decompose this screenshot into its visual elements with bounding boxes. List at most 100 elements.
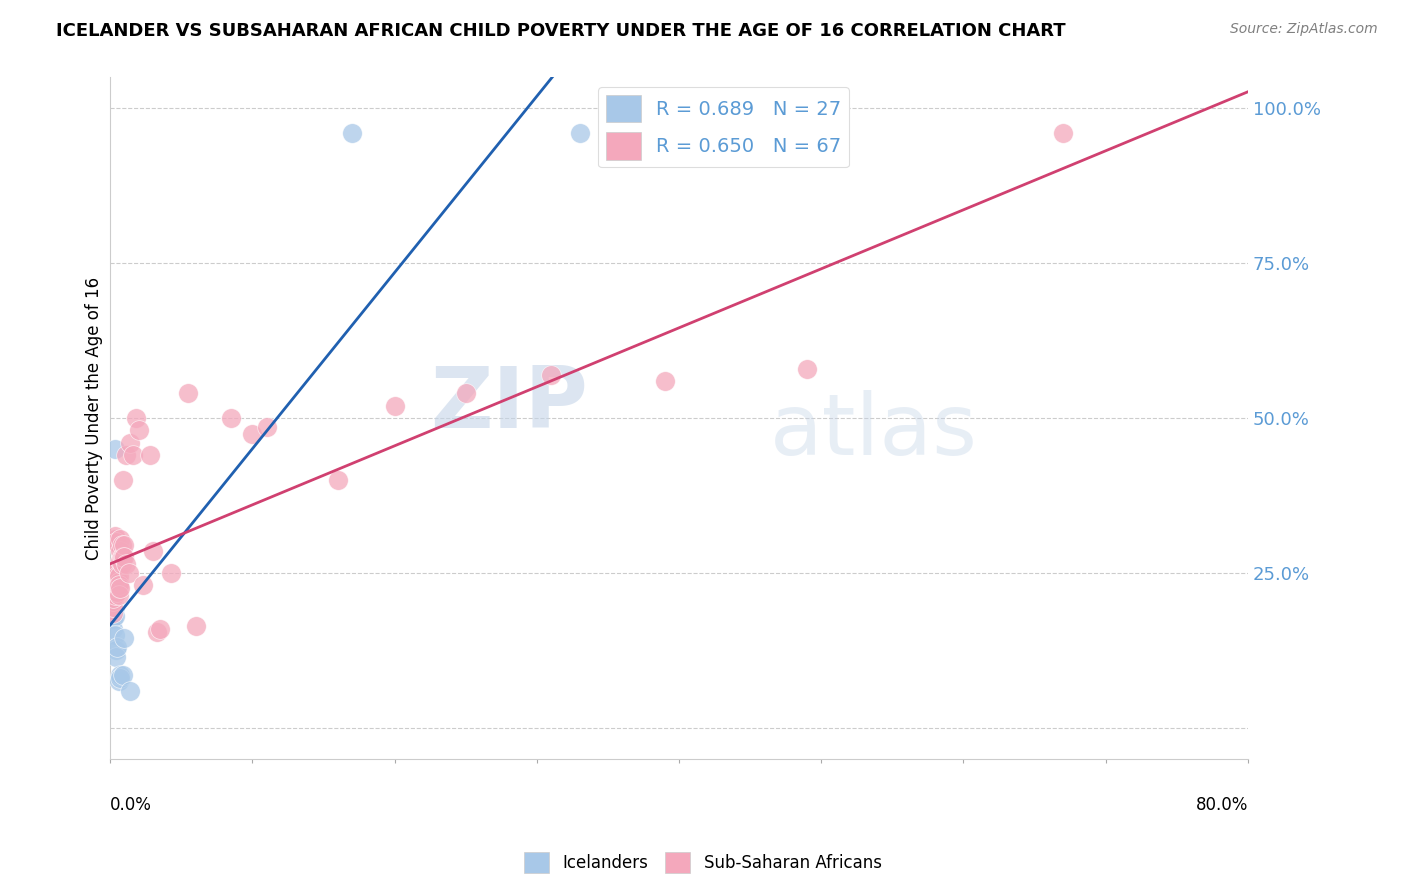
Point [100, 588, 122, 602]
Point [101, 606, 124, 620]
Point [107, 588, 129, 602]
Point [101, 600, 124, 615]
Point [114, 550, 136, 565]
Point [115, 448, 138, 462]
Point [100, 603, 122, 617]
Point [340, 126, 363, 140]
Point [796, 361, 818, 376]
Text: ZIP: ZIP [430, 363, 588, 446]
Point [101, 588, 124, 602]
Point [101, 588, 124, 602]
Point [540, 368, 562, 382]
Text: Source: ZipAtlas.com: Source: ZipAtlas.com [1230, 22, 1378, 37]
Point [454, 386, 477, 401]
Point [256, 420, 278, 434]
Point [120, 436, 142, 450]
Point [107, 575, 129, 590]
Text: atlas: atlas [770, 390, 979, 474]
Point [104, 575, 127, 590]
Point [219, 411, 242, 425]
Point [104, 563, 127, 577]
Point [242, 426, 264, 441]
Point [100, 588, 122, 602]
Point [103, 584, 125, 599]
Point [110, 544, 132, 558]
Point [101, 591, 124, 605]
Y-axis label: Child Poverty Under the Age of 16: Child Poverty Under the Age of 16 [86, 277, 103, 559]
Point [105, 584, 128, 599]
Point [101, 584, 124, 599]
Point [101, 600, 124, 615]
Point [149, 622, 172, 636]
Point [105, 582, 128, 596]
Point [107, 674, 129, 689]
Point [101, 597, 124, 611]
Point [103, 442, 125, 456]
Point [103, 628, 125, 642]
Point [100, 600, 122, 615]
Point [120, 683, 142, 698]
Point [103, 535, 125, 549]
Point [101, 582, 124, 596]
Point [177, 386, 200, 401]
Point [142, 544, 165, 558]
Point [654, 374, 676, 388]
Point [114, 538, 136, 552]
Point [105, 563, 128, 577]
Point [568, 126, 591, 140]
Point [146, 624, 169, 639]
Point [104, 569, 127, 583]
Point [107, 578, 129, 592]
Text: 0.0%: 0.0% [110, 797, 152, 814]
Point [115, 557, 138, 571]
Point [101, 600, 124, 615]
Point [103, 529, 125, 543]
Point [101, 597, 124, 611]
Point [101, 594, 124, 608]
Point [326, 473, 349, 487]
Point [111, 557, 134, 571]
Point [1052, 126, 1074, 140]
Point [105, 569, 128, 583]
Point [112, 473, 135, 487]
Point [110, 532, 132, 546]
Point [112, 550, 135, 565]
Point [103, 609, 125, 624]
Point [104, 535, 127, 549]
Point [100, 594, 122, 608]
Point [111, 550, 134, 565]
Point [125, 411, 148, 425]
Point [100, 600, 122, 615]
Point [101, 622, 124, 636]
Point [107, 582, 129, 596]
Legend: Icelanders, Sub-Saharan Africans: Icelanders, Sub-Saharan Africans [517, 846, 889, 880]
Point [384, 399, 406, 413]
Point [111, 538, 134, 552]
Point [104, 649, 127, 664]
Point [103, 588, 125, 602]
Point [132, 578, 155, 592]
Point [100, 594, 122, 608]
Point [101, 591, 124, 605]
Point [118, 566, 141, 580]
Text: ICELANDER VS SUBSAHARAN AFRICAN CHILD POVERTY UNDER THE AGE OF 16 CORRELATION CH: ICELANDER VS SUBSAHARAN AFRICAN CHILD PO… [56, 22, 1066, 40]
Point [101, 612, 124, 626]
Point [110, 553, 132, 567]
Point [128, 424, 150, 438]
Point [104, 643, 127, 657]
Point [101, 606, 124, 620]
Legend: R = 0.689   N = 27, R = 0.650   N = 67: R = 0.689 N = 27, R = 0.650 N = 67 [598, 87, 849, 168]
Point [184, 618, 207, 632]
Point [103, 600, 125, 615]
Point [107, 569, 129, 583]
Point [110, 582, 132, 596]
Point [110, 671, 132, 685]
Point [103, 582, 125, 596]
Point [103, 584, 125, 599]
Point [160, 566, 183, 580]
Point [139, 448, 162, 462]
Point [103, 532, 125, 546]
Point [114, 631, 136, 645]
Point [105, 640, 128, 655]
Point [110, 668, 132, 682]
